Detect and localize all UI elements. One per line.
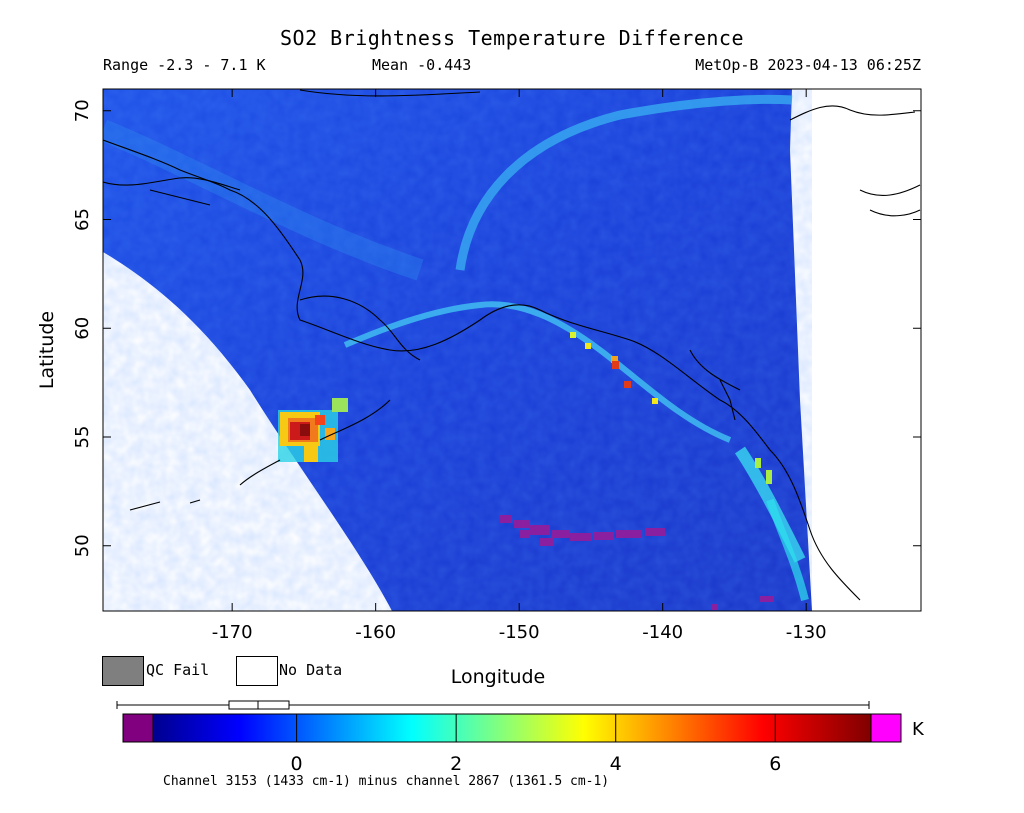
colorbar-tick-label: 2 [450,753,462,775]
qc-fail-swatch [102,656,144,686]
bright-arc-north [455,94,793,271]
y-tick-label: 70 [72,99,93,122]
qc-fail-label: QC Fail [146,661,210,679]
x-tick-label: -130 [786,622,827,643]
over-range-swatch [870,713,902,743]
coastlines [103,89,921,601]
under-range-swatch [122,713,154,743]
satellite-timestamp: MetOp-B 2023-04-13 06:25Z [695,56,921,74]
y-tick-label: 50 [72,534,93,557]
colorbar-gradient [152,713,872,743]
x-tick-label: -170 [212,622,253,643]
plot-frame [102,88,922,612]
no-data-label: No Data [279,661,343,679]
colorbar-tick-label: 4 [610,753,622,775]
colorbar-ticks: 0 2 4 6 [291,714,781,775]
colorbar-tick-label: 0 [291,753,303,775]
x-tick-label: -140 [642,622,683,643]
no-data-swatch [236,656,278,686]
plume-pixels [570,332,772,484]
chart-title: SO2 Brightness Temperature Difference [279,26,745,50]
y-axis-ticks: 50 55 60 65 70 [72,99,921,557]
colorbar-unit: K [912,719,924,740]
colorbar-tick-label: 6 [769,753,781,775]
range-iqr-box [228,700,290,710]
y-axis-label: Latitude [36,311,58,389]
x-tick-label: -150 [499,622,540,643]
x-axis-label: Longitude [450,666,546,688]
mean-label: Mean -0.443 [372,56,472,74]
y-tick-label: 55 [72,426,93,449]
channel-caption: Channel 3153 (1433 cm-1) minus channel 2… [163,774,610,789]
coastal-plume-line [343,301,732,443]
x-tick-label: -160 [355,622,396,643]
y-tick-label: 60 [72,317,93,340]
low-value-band [500,515,774,610]
x-axis-ticks: -170 -160 -150 -140 -130 [212,89,827,643]
so2-hotspot [278,398,348,462]
range-boxplot [116,700,870,710]
y-tick-label: 65 [72,208,93,231]
bright-band-northwest [103,119,424,281]
range-label: Range -2.3 - 7.1 K [103,56,266,74]
map-plot: -170 -160 -150 -140 -130 50 55 60 65 70 Latitude [36,88,922,643]
